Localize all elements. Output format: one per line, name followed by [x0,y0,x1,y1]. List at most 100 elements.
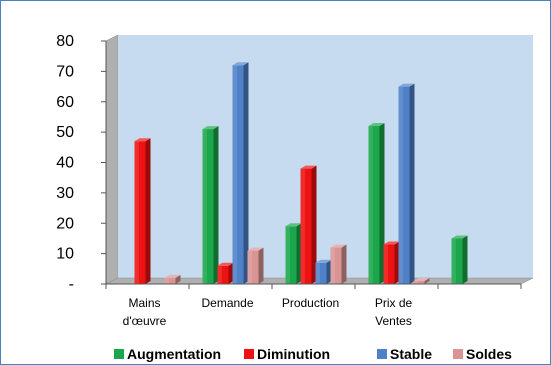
legend-item-diminution: Diminution [244,346,330,362]
bar-augmentation-2 [285,223,302,284]
bar-highlight [232,65,237,284]
bar-soldes-3 [413,277,430,284]
bar-top [202,126,219,130]
x-tick-label-line: Demande [201,296,253,310]
x-tick-label-line: d'œuvre [123,314,167,328]
legend-label: Augmentation [127,346,221,362]
bar-highlight [202,129,207,284]
bar-top [217,262,234,266]
x-tick-label-line: Ventes [375,314,412,328]
bar-top [232,62,249,66]
legend-swatch [453,349,463,359]
bar-highlight [217,265,222,284]
bar-diminution-0 [134,138,151,284]
legend-label: Stable [390,346,432,362]
x-tick-label: Mains d'œuvre [123,296,167,328]
bar-front [383,244,395,284]
bar-diminution-2 [300,165,317,284]
bar-top [368,123,385,127]
legend-label: Diminution [257,346,330,362]
bars [134,62,468,285]
bar-front [451,238,463,284]
bar-front [330,247,342,284]
bar-side [228,262,234,284]
bar-front [247,250,259,284]
bar-top [383,241,400,245]
y-tick-label: 40 [56,155,74,172]
bar-highlight [451,238,456,284]
legend-item-soldes: Soldes [453,346,512,362]
bar-augmentation-1 [202,126,219,285]
bar-highlight [413,280,418,284]
bar-front [217,265,229,284]
bar-front [315,262,327,284]
x-tick-label-line: Prix de [375,296,413,310]
back-wall [118,35,533,278]
bar-top [315,259,332,263]
bar-top [398,83,415,87]
bar-front [134,141,146,284]
legend: Augmentation Diminution Stable Soldes [114,346,512,362]
bar-highlight [383,244,388,284]
bar-augmentation-3 [368,123,385,284]
legend-swatch [377,349,387,359]
y-tick-label: 60 [56,94,74,111]
bar-top [134,138,151,142]
bar-soldes-1 [247,247,264,284]
legend-item-stable: Stable [377,346,432,362]
bar-side [394,241,400,284]
plot-area [105,34,534,285]
y-tick-label: 50 [56,124,74,141]
bar-highlight [285,226,290,284]
bar-highlight [368,126,373,284]
bar-side [296,223,302,284]
x-tick-label-line: Production [282,296,339,310]
bar-front [398,86,410,284]
bar-soldes-0 [164,274,181,284]
legend-item-augmentation: Augmentation [114,346,221,362]
bar-top [413,277,430,281]
bar-top [330,244,347,248]
bar-front [202,129,214,284]
bar-side [213,126,219,285]
y-tick-label: 70 [56,63,74,80]
bar-highlight [330,247,335,284]
bar-side [311,165,317,284]
bar-top [451,235,468,239]
bar-front [368,126,380,284]
bar-top [164,274,181,278]
bar-front [285,226,297,284]
y-tick-label: 20 [56,215,74,232]
bar-side [243,62,249,284]
x-tick-label: Prix de Ventes [375,296,413,328]
legend-label: Soldes [466,346,512,362]
y-tick-label: 80 [56,33,74,50]
x-tick-label: Demande [201,296,253,310]
bar-front [300,168,312,284]
x-tick-label-line: Mains [128,296,160,310]
bar-stable-1 [232,62,249,284]
side-wall [105,34,119,285]
y-tick-label: 10 [56,246,74,263]
bar-side [145,138,151,284]
bar-highlight [315,262,320,284]
bar-top [285,223,302,227]
bar-augmentation-4 [451,235,468,284]
bar-highlight [164,277,169,284]
y-axis: - 10 20 30 40 50 60 70 80 [56,33,107,293]
bar-side [175,274,181,284]
bar-side [341,244,347,284]
bar-side [379,123,385,284]
bar-diminution-3 [383,241,400,284]
bar-diminution-1 [217,262,234,284]
y-tick-label: 30 [56,185,74,202]
x-tick-label: Production [282,296,339,310]
bar-highlight [134,141,139,284]
bar-front [413,280,425,284]
bar-side [258,247,264,284]
y-tick-label: - [69,276,74,293]
bar-side [409,83,415,284]
legend-swatch [244,349,254,359]
bar-highlight [398,86,403,284]
